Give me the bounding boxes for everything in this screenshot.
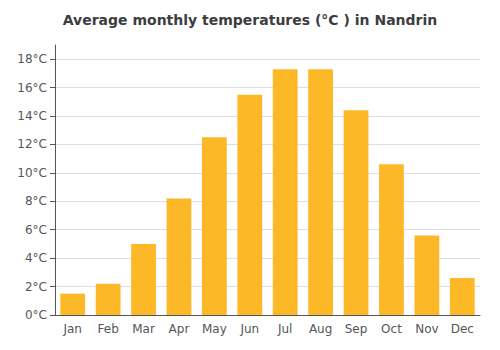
svg-text:10°C: 10°C [17,166,47,180]
svg-text:Aug: Aug [309,322,332,336]
svg-text:0°C: 0°C [25,308,47,322]
svg-text:Jun: Jun [239,322,259,336]
svg-text:16°C: 16°C [17,81,47,95]
svg-text:14°C: 14°C [17,109,47,123]
svg-text:Mar: Mar [132,322,155,336]
svg-text:Dec: Dec [451,322,474,336]
svg-text:18°C: 18°C [17,52,47,66]
svg-text:May: May [202,322,227,336]
svg-text:Apr: Apr [169,322,190,336]
svg-text:Jul: Jul [277,322,292,336]
svg-text:6°C: 6°C [25,223,47,237]
svg-text:2°C: 2°C [25,280,47,294]
svg-text:Sep: Sep [345,322,368,336]
svg-text:Feb: Feb [98,322,119,336]
svg-text:Average monthly temperatures (: Average monthly temperatures (°C ) in Na… [63,12,438,28]
svg-text:Oct: Oct [381,322,402,336]
svg-text:8°C: 8°C [25,194,47,208]
svg-text:Nov: Nov [415,322,438,336]
svg-text:12°C: 12°C [17,137,47,151]
svg-text:4°C: 4°C [25,251,47,265]
svg-text:Jan: Jan [62,322,82,336]
